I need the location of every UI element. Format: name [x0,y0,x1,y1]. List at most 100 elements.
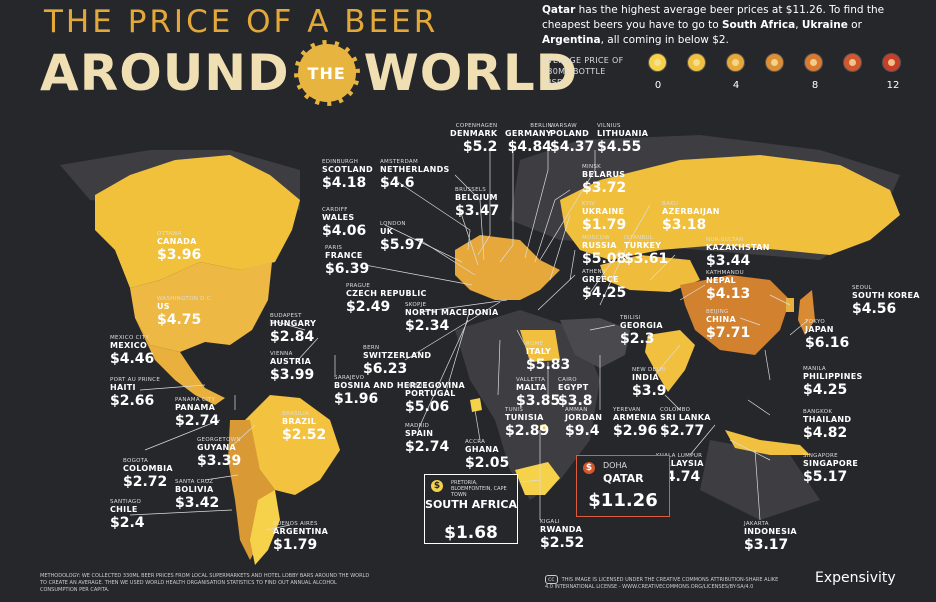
beer-price: $2.34 [405,317,450,334]
coin-icon: $ [583,462,595,474]
city-name: MADRID [405,423,430,429]
title-line1: THE PRICE OF A BEER [44,4,439,40]
city-name: BERN [363,345,380,351]
beer-price: $2.49 [346,298,391,315]
brand-logo: Expensivity [815,570,896,586]
beer-price: $2.84 [270,328,315,345]
beer-price: $3.17 [744,536,789,553]
beer-price: $2.74 [405,438,450,455]
country-name: MALTA [516,382,547,392]
country-name: BOLIVIA [175,484,214,494]
city-name: BEIJING [706,309,729,315]
beer-price: $3.8 [558,392,593,409]
country-name: HUNGARY [270,318,317,328]
country-name: ITALY [526,346,552,356]
country-name: SWITZERLAND [363,350,432,360]
country-label-georgia: TBILISI GEORGIA $2.3 [620,315,663,345]
japan-region [798,290,815,335]
intro-argentina: Argentina [542,34,601,46]
india-region [645,330,695,392]
city-name: SANTA CRUZ [175,479,214,485]
country-name: AUSTRIA [270,356,312,366]
beer-price: $4.13 [706,285,751,302]
beer-price: $5.17 [803,468,848,485]
city-name: COLOMBO [660,407,691,413]
city-name: COPENHAGEN [455,123,498,129]
intro-text: Qatar has the highest average beer price… [542,3,927,48]
country-label-rwanda: KIGALI RWANDA $2.52 [540,519,585,551]
beer-price: $4.75 [157,311,202,328]
country-name: JORDAN [565,412,603,422]
country-label-uk: LONDON UK $5.97 [380,221,424,251]
beer-price: $4.25 [803,381,848,398]
country-label-austria: VIENNA AUSTRIA $3.99 [270,351,315,383]
city-name: ATHENS [582,269,606,275]
ghana-region [470,398,482,412]
country-name: DENMARK [450,128,498,138]
beer-price: $3.61 [624,250,669,267]
country-label-ukraine: KYIV UKRAINE $1.79 [582,201,626,231]
country-label-china: BEIJING CHINA $7.71 [706,309,750,339]
city-name: SEOUL [852,285,872,291]
southafrica-city: PRETORIA, BLOEMFONTEIN, CAPE TOWN [451,480,507,498]
beer-price: $4.84 [507,138,552,155]
intro-part2: has the highest average beer prices at $… [542,4,885,31]
beer-price: $5.06 [405,398,450,415]
city-name: AMSTERDAM [380,159,419,165]
city-name: NEW DELHI [632,367,667,373]
qatar-box: $ DOHA QATAR $11.26 [576,455,670,517]
country-name: CANADA [157,236,197,246]
country-name: GREECE [582,274,619,284]
city-name: ISTANBUL [624,235,654,241]
country-label-bolivia: SANTA CRUZ BOLIVIA $3.42 [175,479,219,509]
city-name: SANTIAGO [110,499,142,505]
country-name: BELARUS [582,169,626,179]
beer-price: $6.16 [805,334,850,351]
intro-southafrica: South Africa [722,19,796,31]
city-name: PANAMA CITY [175,397,216,403]
country-name: UK [380,226,394,236]
country-name: SINGAPORE [803,458,859,468]
city-name: TBILISI [620,315,641,321]
country-label-switzerland: BERN SWITZERLAND $6.23 [363,345,432,375]
beer-price: $9.4 [565,422,600,439]
beer-price: $6.39 [325,260,370,277]
city-name: KYIV [582,201,596,207]
beer-price: $3.99 [270,366,315,383]
legend-swatch [804,53,823,72]
title-the: THE [307,64,346,83]
beer-price: $3.47 [455,202,500,219]
city-name: TUNIS [505,407,524,413]
legend-tick-12: 12 [886,80,900,91]
country-name: NETHERLANDS [380,164,450,174]
intro-part8: , all coming in below $2. [600,34,729,46]
beer-price: $1.79 [273,536,318,553]
country-label-panama: PANAMA CITY PANAMA $2.74 [175,397,219,427]
country-name: TURKEY [624,240,662,250]
beer-price: $3.72 [582,179,627,196]
country-name: ARMENIA [613,412,657,422]
country-name: PHILIPPINES [803,371,863,381]
city-name: BRUSSELS [455,187,487,193]
country-label-southkorea: SEOUL SOUTH KOREA $4.56 [852,285,920,315]
beer-price: $2.52 [540,534,585,551]
kazakhstan-region [600,255,700,292]
country-label-philippines: MANILA PHILIPPINES $4.25 [803,366,863,398]
country-name: MEXICO [110,340,148,350]
beer-price: $2.66 [110,392,155,409]
city-name: BUENOS AIRES [273,521,318,527]
city-name: EDINBURGH [322,159,359,165]
rwanda-region [540,424,546,430]
country-label-ghana: ACCRA GHANA $2.05 [465,439,509,469]
country-name: NORTH MACEDONIA [405,307,499,317]
city-name: GEORGETOWN [197,437,241,443]
country-label-france: PARIS FRANCE $6.39 [325,245,370,277]
city-name: LISBON [405,383,428,389]
methodology-text: METHODOLOGY: WE COLLECTED 330ML BEER PRI… [40,573,370,593]
beer-price: $5.08 [582,250,627,267]
legend-tick-0: 0 [654,80,662,91]
country-label-belgium: BRUSSELS BELGIUM $3.47 [455,187,500,219]
brazil-region [245,395,340,495]
city-name: SINGAPORE [803,453,838,459]
